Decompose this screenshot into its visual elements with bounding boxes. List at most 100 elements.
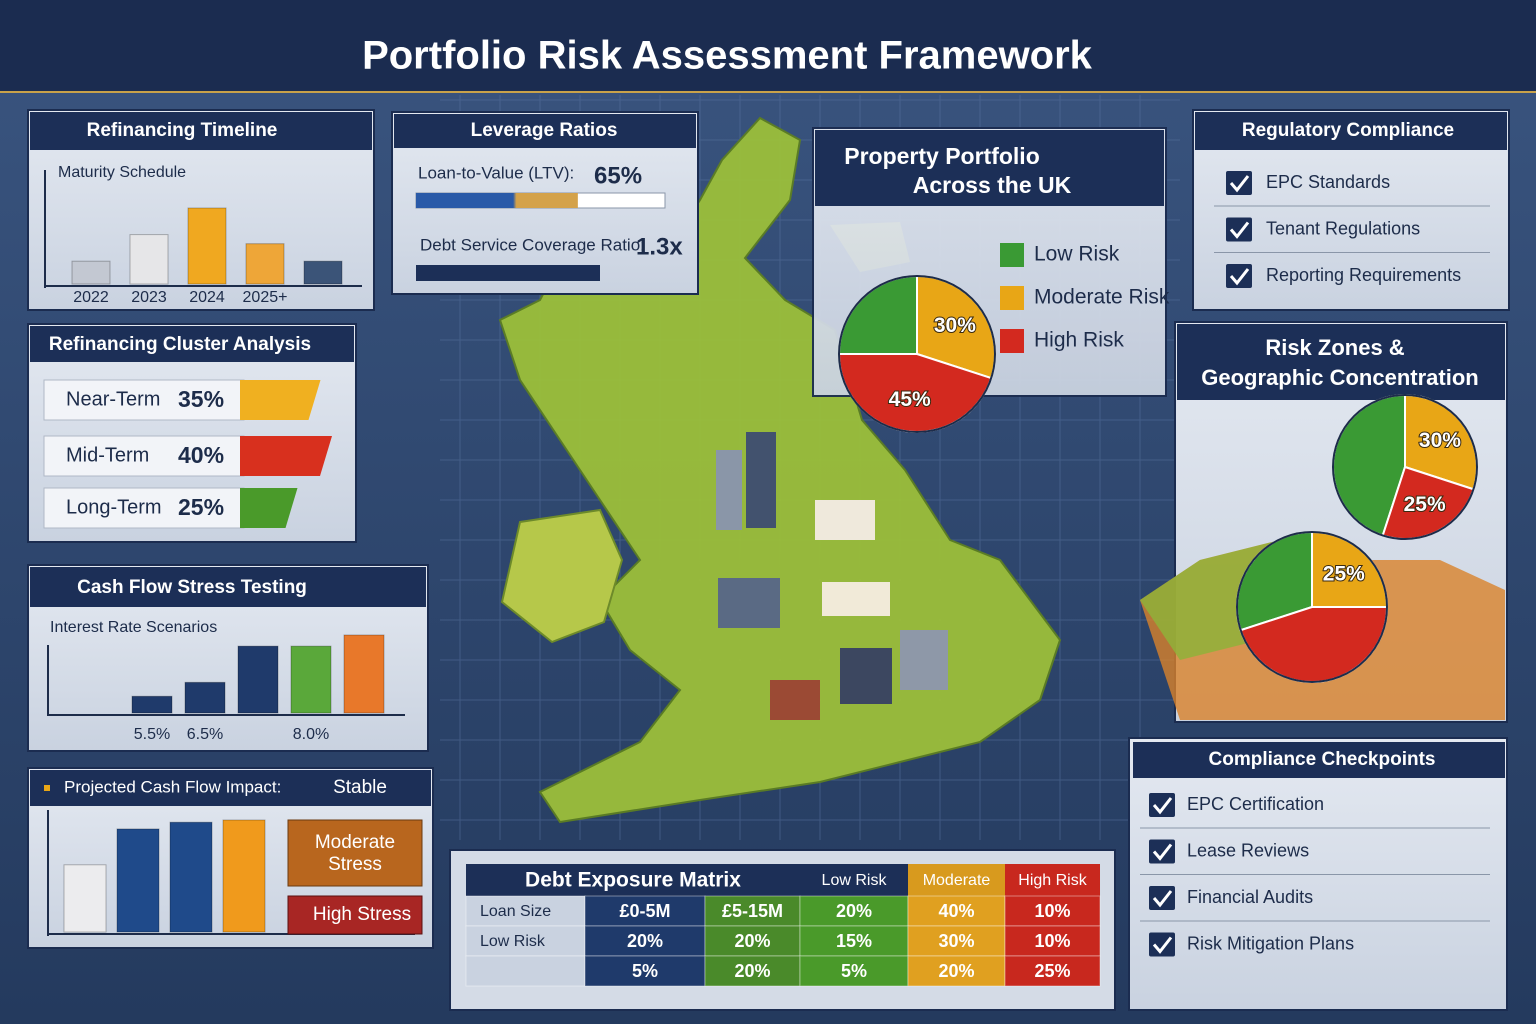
category-label: Long-Term (66, 496, 162, 518)
matrix-header-cell (1005, 864, 1100, 896)
bar (245, 243, 285, 285)
matrix-cell-text: 15% (836, 931, 872, 951)
category-label: Mid-Term (66, 444, 149, 466)
legend-swatch (1000, 243, 1024, 267)
matrix-cell-text: 20% (836, 901, 872, 921)
checkbox (1226, 171, 1252, 195)
panel-header (30, 326, 354, 362)
label: Maturity Schedule (58, 164, 186, 181)
bar (71, 260, 111, 285)
matrix-cell-text: 5% (841, 961, 867, 981)
building (718, 578, 780, 628)
x-tick-label: 5.5% (134, 726, 170, 743)
data-label: 35% (178, 386, 224, 412)
list-item: Tenant Regulations (1266, 218, 1420, 238)
matrix-cell (704, 895, 801, 927)
panel-header (30, 112, 372, 150)
checkbox (1226, 264, 1252, 288)
panel-header (30, 567, 426, 607)
panel-title: Regulatory Compliance (1242, 120, 1454, 141)
list-item: Reporting Requirements (1266, 265, 1461, 285)
x-tick-label: 2022 (73, 289, 109, 306)
dscr-bar (416, 265, 600, 281)
matrix-cell (465, 895, 586, 927)
checkbox (1149, 793, 1175, 817)
list-item: EPC Standards (1266, 172, 1390, 192)
matrix-cell-text: Low Risk (480, 933, 546, 950)
matrix-cell-text: 40% (938, 901, 974, 921)
scenario-label: Stress (328, 854, 382, 875)
panel-title: Geographic Concentration (1201, 365, 1478, 390)
x-tick-label: 2025+ (243, 289, 288, 306)
matrix-cell (465, 925, 586, 957)
matrix-cell-text: 10% (1034, 901, 1070, 921)
matrix-cell (907, 895, 1006, 927)
bar (169, 821, 213, 933)
category-label: Near-Term (66, 388, 160, 410)
matrix-cell (465, 955, 586, 987)
panel-title: Leverage Ratios (471, 120, 618, 141)
matrix-cell-text: Loan Size (480, 903, 551, 920)
list-item: Lease Reviews (1187, 840, 1309, 860)
bar (222, 819, 266, 933)
data-label: 25% (178, 494, 224, 520)
matrix-cell (1004, 955, 1101, 987)
matrix-cell (704, 955, 801, 987)
data-label: 30% (934, 314, 976, 337)
panel-title: Compliance Checkpoints (1209, 749, 1436, 770)
matrix-cell-text: £0-5M (619, 901, 670, 921)
checkbox (1149, 839, 1175, 864)
scenario-label: Moderate (315, 832, 395, 853)
panel-header (1133, 742, 1505, 778)
bar (131, 695, 173, 714)
data-label: 30% (1419, 429, 1461, 452)
label: Debt Service Coverage Ratio: (420, 235, 645, 254)
ireland (500, 508, 624, 644)
checkmark (1152, 890, 1173, 908)
checkmark (1152, 843, 1173, 861)
data-label: 40% (178, 442, 224, 468)
legend-label: Moderate Risk (1034, 286, 1170, 309)
cluster-bar (240, 436, 332, 476)
bar (184, 681, 226, 714)
status: Stable (333, 777, 387, 798)
matrix-cell-text: 20% (734, 961, 770, 981)
checkbox (1149, 932, 1175, 957)
matrix-cell-text: £5-15M (722, 901, 783, 921)
legend-swatch (1000, 329, 1024, 353)
matrix-cell-text: 20% (734, 931, 770, 951)
matrix-cell (907, 925, 1006, 957)
matrix-cell (907, 955, 1006, 987)
bar (116, 828, 160, 933)
label: Loan-to-Value (LTV): (418, 163, 574, 182)
matrix-cell-text: 5% (632, 961, 658, 981)
matrix-cell-text: 25% (1034, 961, 1070, 981)
building (822, 582, 890, 616)
pie-rim (838, 275, 996, 433)
matrix-cell-text: 20% (627, 931, 663, 951)
column-header: Moderate (923, 872, 991, 889)
bar (237, 645, 279, 714)
list-item: Risk Mitigation Plans (1187, 933, 1354, 953)
matrix-title: Debt Exposure Matrix (525, 869, 741, 892)
title-bar (0, 0, 1536, 92)
matrix-cell-text: 20% (938, 961, 974, 981)
cluster-label-box (43, 379, 245, 421)
building (815, 500, 875, 540)
panel-title: Projected Cash Flow Impact: (64, 777, 281, 796)
checkbox (1149, 886, 1175, 910)
bar (343, 634, 385, 714)
matrix-cell (584, 955, 706, 987)
panel-title: Across the UK (913, 172, 1072, 198)
panel-header (30, 770, 431, 806)
column-header: High Risk (1018, 872, 1087, 889)
data-label: 25% (1404, 493, 1446, 516)
matrix-cell (704, 925, 801, 957)
building (900, 630, 948, 690)
data-label: 25% (1323, 563, 1365, 586)
checkmark (1152, 936, 1173, 954)
ltv-value: 65% (594, 162, 642, 189)
bar (129, 234, 169, 285)
bar (290, 645, 332, 714)
